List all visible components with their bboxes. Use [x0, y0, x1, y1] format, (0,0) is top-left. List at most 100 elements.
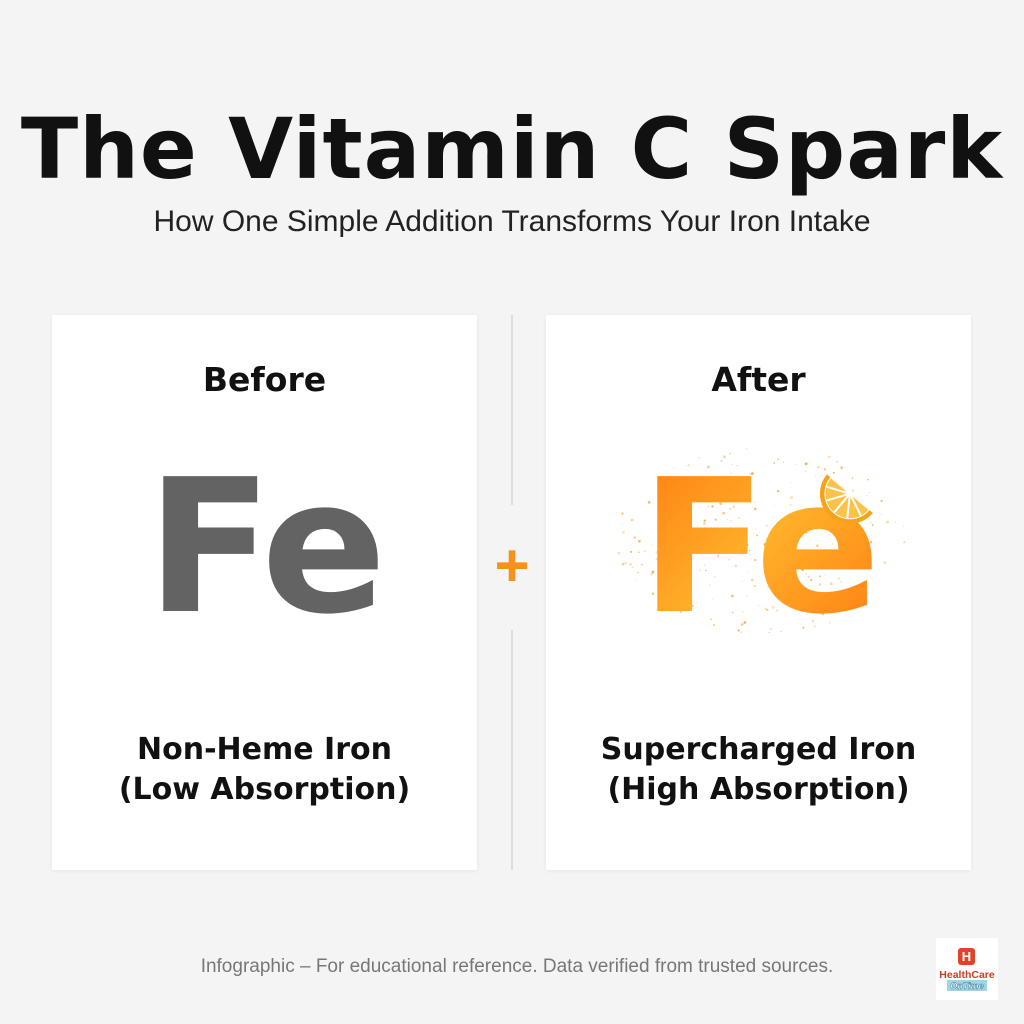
sparkle-dot: [731, 463, 733, 465]
sparkle-dot: [846, 531, 850, 534]
sparkle-dot: [774, 594, 776, 597]
divider-top: [511, 315, 513, 505]
sparkle-dot: [794, 463, 796, 465]
sparkle-dot: [801, 568, 804, 572]
sparkle-dot: [767, 586, 769, 588]
sparkle-dot: [764, 607, 767, 610]
divider-bottom: [511, 630, 513, 870]
sparkle-dot: [766, 608, 769, 612]
sparkle-dot: [776, 489, 780, 493]
sparkle-dot: [762, 621, 764, 624]
sparkle-dot: [775, 525, 777, 527]
sparkle-dot: [698, 457, 700, 459]
sparkle-dot: [617, 551, 621, 555]
page-subtitle: How One Simple Addition Transforms Your …: [153, 205, 871, 238]
page-title: The Vitamin C Spark: [20, 100, 1004, 198]
sparkle-dot: [903, 541, 906, 544]
sparkle-dot: [813, 555, 815, 557]
sparkle-dot: [861, 522, 863, 524]
sparkle-dot: [750, 578, 754, 582]
sparkle-dot: [750, 472, 754, 476]
sparkle-dot: [823, 574, 825, 576]
sparkle-dot: [819, 575, 821, 578]
sparkle-dot: [655, 551, 658, 554]
sparkle-dot: [840, 545, 843, 548]
sparkle-dot: [685, 534, 689, 538]
sparkle-dot: [804, 470, 807, 473]
sparkle-dot: [667, 543, 670, 546]
sparkle-dot: [631, 518, 634, 522]
after-label: Supercharged Iron (High Absorption): [546, 730, 971, 810]
sparkle-dot: [894, 521, 896, 523]
sparkle-dot: [845, 596, 849, 600]
sparkle-dot: [681, 506, 684, 509]
sparkle-dot: [765, 524, 768, 527]
sparkle-dot: [868, 492, 870, 494]
sparkle-dot: [686, 502, 689, 505]
sparkle-dot: [621, 523, 623, 525]
sparkle-dot: [740, 623, 744, 626]
sparkle-dot: [647, 500, 651, 504]
sparkle-dot: [841, 556, 844, 559]
sparkle-dot: [713, 575, 716, 578]
sparkle-dot: [703, 564, 706, 567]
sparkle-dot: [880, 514, 882, 516]
sparkle-dot: [852, 489, 854, 492]
sparkle-dot: [802, 553, 805, 556]
sparkle-dot: [775, 609, 778, 612]
sparkle-dot: [866, 494, 868, 497]
sparkle-dot: [753, 532, 755, 534]
logo-graphic: H HealthCare OnTime: [939, 948, 995, 991]
sparkle-dot: [766, 537, 768, 540]
sparkle-dot: [808, 557, 810, 559]
sparkle-dot: [753, 584, 756, 588]
sparkle-dot: [790, 496, 793, 500]
sparkle-dot: [840, 466, 843, 469]
sparkle-dot: [723, 492, 727, 496]
sparkle-dot: [711, 505, 714, 508]
sparkle-dot: [637, 571, 639, 574]
sparkle-dot: [864, 583, 868, 586]
sparkle-dot: [634, 578, 636, 580]
sparkle-dot: [843, 547, 847, 550]
before-label-line1: Non-Heme Iron: [137, 732, 392, 767]
sparkle-dot: [709, 584, 711, 586]
sparkle-dot: [880, 581, 882, 583]
sparkle-dot: [722, 455, 726, 459]
sparkle-dot: [720, 515, 722, 516]
sparkle-dot: [815, 475, 817, 477]
sparkle-dot: [705, 481, 709, 485]
footer-note: Infographic – For educational reference.…: [200, 956, 834, 977]
sparkle-dot: [633, 536, 636, 539]
sparkle-dot: [707, 490, 710, 493]
sparkle-dot: [730, 594, 734, 598]
sparkle-dot: [668, 548, 669, 549]
sparkle-dot: [756, 534, 758, 537]
sparkle-dot: [695, 601, 697, 603]
sparkle-dot: [880, 499, 883, 503]
sparkle-dot: [677, 560, 680, 563]
sparkle-dot: [692, 533, 694, 535]
sparkle-dot: [641, 563, 643, 566]
sparkle-dot: [738, 517, 740, 519]
sparkle-dot: [746, 594, 748, 597]
sparkle-dot: [820, 533, 822, 535]
sparkle-dot: [667, 528, 669, 530]
sparkle-dot: [758, 604, 760, 606]
sparkle-dot: [748, 549, 751, 552]
sparkle-dot: [790, 481, 792, 483]
sparkle-dot: [702, 522, 706, 525]
sparkle-dot: [870, 521, 872, 524]
sparkle-dot: [722, 548, 726, 552]
sparkle-dot: [761, 605, 763, 607]
sparkle-dot: [707, 505, 710, 508]
sparkle-dot: [631, 566, 634, 569]
sparkle-dot: [848, 556, 852, 560]
sparkle-dot: [828, 455, 831, 459]
sparkle-dot: [672, 578, 675, 581]
sparkle-dot: [770, 538, 772, 540]
sparkle-dot: [742, 580, 743, 582]
sparkle-dot: [770, 546, 774, 550]
sparkle-dot: [630, 519, 633, 521]
sparkle-dot: [665, 551, 668, 553]
